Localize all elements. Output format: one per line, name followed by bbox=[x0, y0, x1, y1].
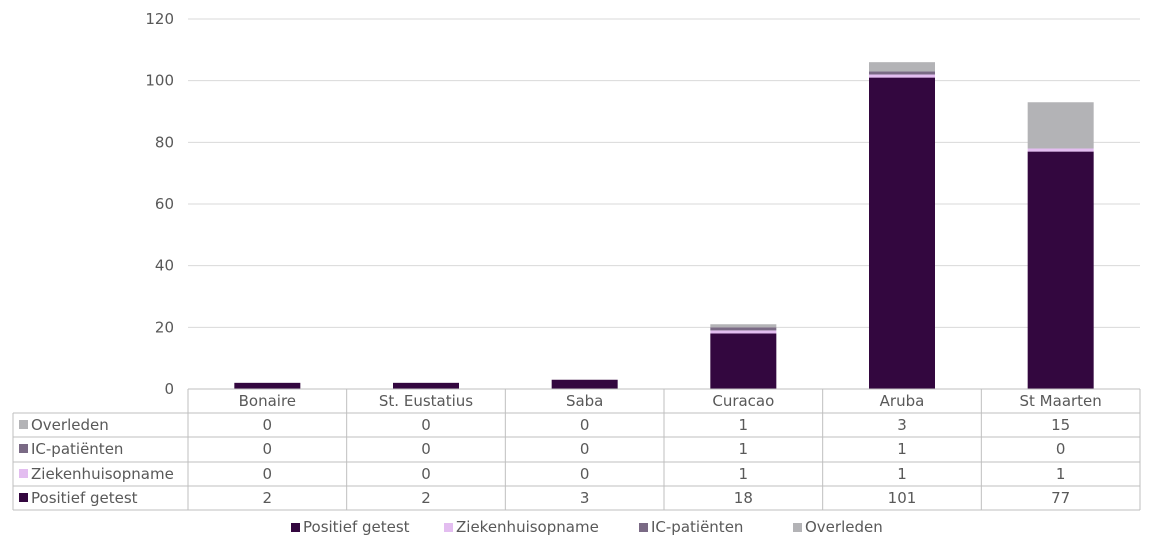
category-label: Curacao bbox=[712, 392, 774, 410]
legend-swatch bbox=[291, 523, 300, 532]
data-value-label: 0 bbox=[263, 416, 273, 434]
data-value-label: 18 bbox=[734, 489, 753, 507]
bar-segment bbox=[1027, 102, 1094, 149]
category-label: St. Eustatius bbox=[379, 392, 473, 410]
data-value-label: 1 bbox=[897, 440, 907, 458]
y-tick-label: 80 bbox=[155, 133, 174, 151]
bar-segment bbox=[869, 62, 935, 72]
data-value-label: 0 bbox=[421, 440, 431, 458]
data-value-label: 0 bbox=[263, 465, 273, 483]
legend-swatch bbox=[639, 523, 648, 532]
bar-segment bbox=[710, 324, 777, 328]
bar-segment bbox=[551, 379, 618, 389]
bar-segment bbox=[869, 77, 935, 389]
data-value-label: 2 bbox=[421, 489, 431, 507]
data-value-label: 3 bbox=[897, 416, 907, 434]
bar-segment bbox=[234, 382, 301, 389]
gridlines bbox=[188, 18, 1140, 328]
row-label: Overleden bbox=[31, 416, 109, 434]
y-tick-label: 60 bbox=[155, 195, 174, 213]
legend-swatch bbox=[444, 523, 453, 532]
bar-segment bbox=[869, 71, 935, 75]
data-value-label: 3 bbox=[580, 489, 590, 507]
y-tick-label: 20 bbox=[155, 318, 174, 336]
series-swatch bbox=[19, 469, 28, 478]
data-value-label: 0 bbox=[263, 440, 273, 458]
data-value-label: 1 bbox=[739, 416, 749, 434]
series-swatch bbox=[19, 444, 28, 453]
legend-label: Overleden bbox=[805, 518, 883, 536]
data-table: Bonaire St. Eustatius Saba Curacao Aruba St M… bbox=[12, 388, 1141, 511]
legend-label: Ziekenhuisopname bbox=[456, 518, 599, 536]
category-label: Saba bbox=[566, 392, 603, 410]
y-axis-ticks: 0 20 40 60 80 100 120 bbox=[145, 10, 174, 398]
legend-label: Positief getest bbox=[303, 518, 410, 536]
data-value-label: 0 bbox=[421, 465, 431, 483]
y-tick-label: 40 bbox=[155, 257, 174, 275]
legend: Positief getest Ziekenhuisopname IC-patiën… bbox=[291, 518, 883, 536]
category-label: St Maarten bbox=[1020, 392, 1102, 410]
bar-segment bbox=[869, 74, 935, 78]
legend-swatch bbox=[793, 523, 802, 532]
row-label: Ziekenhuisopname bbox=[31, 465, 174, 483]
y-tick-label: 120 bbox=[145, 10, 174, 28]
category-label: Bonaire bbox=[239, 392, 296, 410]
bar-segment bbox=[1027, 151, 1094, 389]
series-swatch bbox=[19, 493, 28, 502]
bar-segment bbox=[1027, 148, 1094, 152]
row-label: Positief getest bbox=[31, 489, 138, 507]
bar-segment bbox=[710, 327, 777, 331]
data-value-label: 77 bbox=[1051, 489, 1070, 507]
data-value-label: 0 bbox=[421, 416, 431, 434]
y-tick-label: 100 bbox=[145, 72, 174, 90]
data-value-label: 101 bbox=[888, 489, 917, 507]
data-value-label: 1 bbox=[1056, 465, 1066, 483]
data-value-label: 0 bbox=[580, 465, 590, 483]
bar-segment bbox=[393, 382, 459, 389]
category-label: Aruba bbox=[880, 392, 925, 410]
bars bbox=[234, 62, 1094, 389]
data-value-label: 0 bbox=[1056, 440, 1066, 458]
data-value-label: 2 bbox=[263, 489, 273, 507]
data-value-label: 15 bbox=[1051, 416, 1070, 434]
series-swatch bbox=[19, 420, 28, 429]
legend-label: IC-patiënten bbox=[651, 518, 743, 536]
bar-segment bbox=[710, 330, 777, 334]
data-value-label: 1 bbox=[897, 465, 907, 483]
data-value-label: 1 bbox=[739, 440, 749, 458]
data-value-label: 0 bbox=[580, 440, 590, 458]
data-value-label: 1 bbox=[739, 465, 749, 483]
data-value-label: 0 bbox=[580, 416, 590, 434]
y-tick-label: 0 bbox=[164, 380, 174, 398]
row-label: IC-patiënten bbox=[31, 440, 123, 458]
bar-segment bbox=[710, 333, 777, 389]
